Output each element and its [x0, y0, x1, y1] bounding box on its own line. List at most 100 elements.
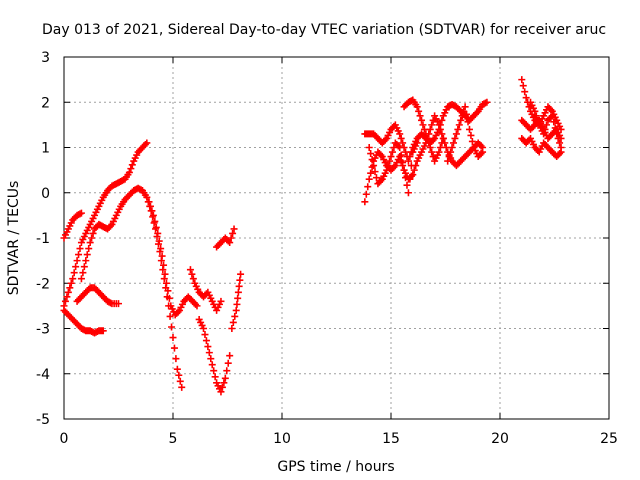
data-point-interp	[371, 168, 379, 176]
data-point-interp	[554, 134, 562, 142]
data-point-interp	[384, 162, 392, 170]
x-tick-label: 0	[60, 431, 69, 447]
data-point-interp	[231, 312, 239, 320]
data-point-interp	[410, 166, 418, 174]
data-point	[396, 130, 404, 138]
data-point-interp	[218, 383, 226, 391]
series-track-19	[527, 98, 565, 151]
data-point	[173, 365, 181, 373]
data-point	[404, 189, 412, 197]
data-point-interp	[436, 144, 444, 151]
data-point-interp	[406, 153, 414, 161]
data-point-interp	[70, 269, 78, 277]
data-point	[435, 148, 443, 156]
data-point	[237, 270, 245, 278]
y-tick-label: -2	[36, 276, 50, 292]
data-point	[221, 374, 229, 382]
data-point-interp	[72, 263, 80, 271]
data-point	[457, 116, 465, 124]
data-point	[77, 209, 85, 217]
data-point-interp	[519, 82, 527, 90]
data-point-interp	[455, 121, 463, 129]
data-point-interp	[189, 275, 197, 283]
data-point	[69, 275, 77, 283]
data-point-interp	[207, 355, 215, 363]
data-point	[82, 257, 90, 265]
data-point	[64, 288, 72, 296]
x-axis-label: GPS time / hours	[277, 459, 394, 475]
series-track-14	[400, 96, 447, 165]
data-point	[444, 157, 452, 165]
data-point-interp	[416, 112, 424, 120]
y-tick-label: -4	[36, 367, 50, 383]
data-point	[217, 388, 225, 396]
data-point	[204, 343, 212, 351]
data-point	[145, 198, 153, 206]
data-point	[158, 252, 166, 260]
series-track-6	[145, 198, 201, 319]
series-track-12	[361, 98, 491, 165]
data-point	[125, 168, 133, 176]
data-point-interp	[428, 121, 436, 129]
data-point	[115, 300, 122, 308]
data-point-interp	[394, 142, 402, 150]
data-point-interp	[477, 150, 485, 158]
data-point	[448, 144, 456, 151]
data-point-interp	[89, 229, 97, 237]
series-track-1	[60, 209, 85, 242]
data-point-interp	[85, 245, 93, 253]
data-point	[413, 103, 421, 111]
data-point-interp	[425, 139, 433, 147]
data-point-interp	[61, 297, 69, 305]
data-point-interp	[451, 134, 459, 142]
y-tick-label: -3	[36, 322, 50, 338]
data-point	[217, 297, 225, 305]
series-track-2	[60, 139, 151, 310]
data-point-interp	[468, 137, 476, 145]
data-point-interp	[233, 300, 241, 308]
grid-lines	[64, 57, 609, 419]
data-point-interp	[550, 118, 558, 126]
data-point-interp	[161, 270, 169, 278]
data-point	[483, 98, 491, 106]
data-point	[422, 130, 430, 138]
data-point	[413, 139, 421, 147]
x-tick-label: 10	[273, 431, 291, 447]
data-point-interp	[227, 234, 235, 242]
data-point	[531, 107, 539, 115]
data-point	[208, 361, 216, 369]
series-track-13	[365, 139, 421, 197]
data-point	[370, 162, 378, 170]
data-point-interp	[107, 222, 115, 230]
data-point-interp	[556, 150, 564, 158]
data-points	[60, 76, 565, 396]
data-point-interp	[146, 202, 154, 210]
series-track-3	[60, 306, 107, 337]
data-point-interp	[399, 159, 407, 167]
data-point	[418, 116, 426, 124]
data-point-interp	[83, 251, 91, 259]
y-axis-ticks: -5 -4 -3 -2 -1 0 1 2 3	[36, 50, 609, 428]
data-point-interp	[151, 217, 159, 225]
data-point-interp	[477, 142, 485, 150]
data-point	[162, 279, 170, 287]
data-point	[439, 134, 447, 142]
data-point	[404, 157, 412, 165]
data-point-interp	[63, 293, 71, 301]
data-point-interp	[464, 118, 472, 126]
data-point-interp	[547, 106, 555, 114]
data-point-interp	[399, 139, 407, 147]
data-point-interp	[148, 207, 156, 215]
data-point	[234, 288, 242, 296]
data-point-interp	[438, 116, 446, 124]
data-point	[149, 211, 157, 219]
data-point-interp	[407, 162, 415, 170]
data-point-interp	[367, 169, 375, 177]
data-point	[226, 352, 234, 360]
data-point-interp	[423, 134, 431, 142]
data-point	[435, 125, 443, 133]
data-point-interp	[406, 175, 414, 183]
data-point-interp	[436, 121, 444, 129]
data-point-interp	[532, 112, 540, 120]
data-point-interp	[397, 134, 405, 142]
